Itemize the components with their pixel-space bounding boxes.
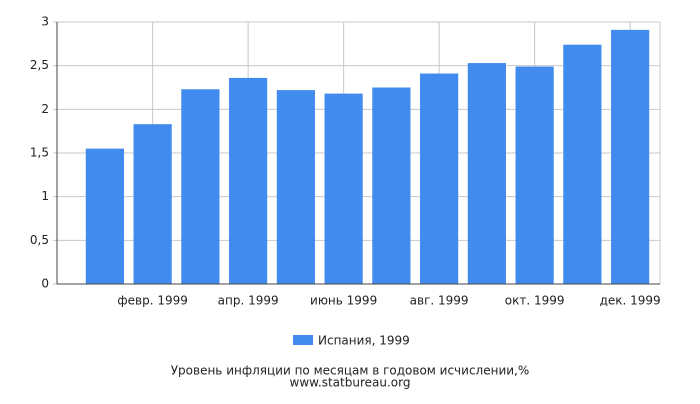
bar [276,90,315,285]
bar [181,89,220,284]
y-tick-label: 3 [41,15,49,29]
legend-swatch [293,335,313,345]
bar [420,73,459,284]
bar [467,63,506,285]
x-tick-label: апр. 1999 [218,294,279,308]
bar [324,93,363,284]
y-tick-label: 0,5 [30,233,49,247]
y-tick-label: 2 [41,102,49,116]
y-tick-label: 2,5 [30,58,49,72]
x-tick-label: дек. 1999 [600,294,661,308]
x-tick-label: окт. 1999 [505,294,565,308]
legend-label: Испания, 1999 [318,334,410,348]
y-tick-label: 0 [41,277,49,291]
bar [563,44,602,284]
y-tick-label: 1,5 [30,146,49,160]
x-tick-label: февр. 1999 [117,294,188,308]
bar [515,66,554,284]
bar [229,77,268,284]
bar [133,124,172,285]
bar [611,29,650,284]
bar [372,87,411,284]
x-tick-label: авг. 1999 [410,294,469,308]
chart-title: Уровень инфляции по месяцам в годовом ис… [171,364,530,378]
chart-subtitle: www.statbureau.org [290,376,411,390]
y-tick-label: 1 [41,189,49,203]
bar [85,148,124,284]
x-tick-label: июнь 1999 [310,294,377,308]
